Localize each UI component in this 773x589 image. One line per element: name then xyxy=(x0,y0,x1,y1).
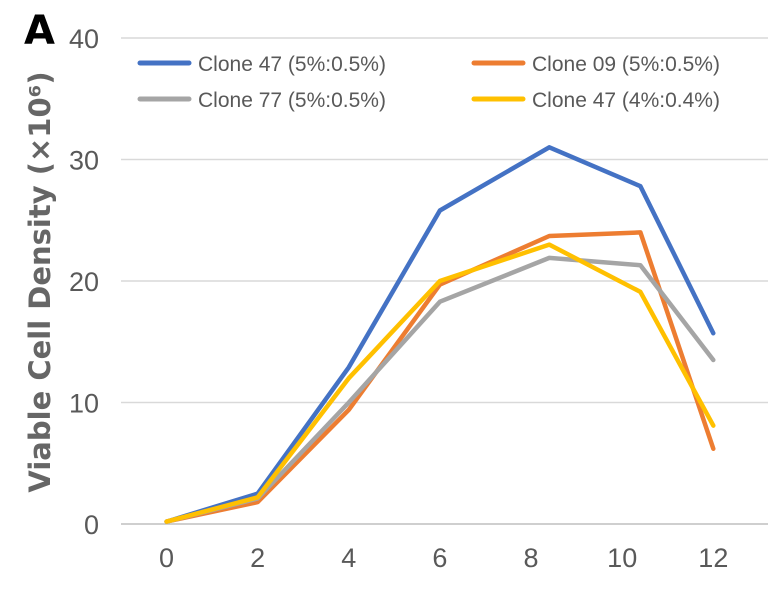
legend-label-1: Clone 47 (5%:0.5%) xyxy=(198,53,386,76)
y-tick-label: 10 xyxy=(69,389,99,419)
legend-label-3: Clone 77 (5%:0.5%) xyxy=(198,89,386,112)
x-tick-label: 12 xyxy=(698,543,728,573)
x-tick-label: 0 xyxy=(159,543,174,573)
series-line-4 xyxy=(164,242,716,524)
x-tick-label: 8 xyxy=(524,543,539,573)
x-tick-label: 6 xyxy=(432,543,447,573)
y-tick-label: 30 xyxy=(69,146,99,176)
series-line-3 xyxy=(164,255,716,524)
legend-label-2: Clone 09 (5%:0.5%) xyxy=(532,53,720,76)
y-tick-label: 20 xyxy=(69,267,99,297)
panel-label: A xyxy=(24,8,55,54)
x-tick-label: 2 xyxy=(250,543,265,573)
series-line-1 xyxy=(164,145,716,524)
legend-label-4: Clone 47 (4%:0.4%) xyxy=(532,89,720,112)
x-tick-label: 10 xyxy=(607,543,637,573)
y-axis-label: Viable Cell Density (×10⁶) xyxy=(23,71,57,493)
y-tick-label: 0 xyxy=(84,510,99,540)
x-tick-label: 4 xyxy=(341,543,356,573)
series-line-2 xyxy=(164,230,716,524)
y-tick-label: 40 xyxy=(69,24,99,54)
